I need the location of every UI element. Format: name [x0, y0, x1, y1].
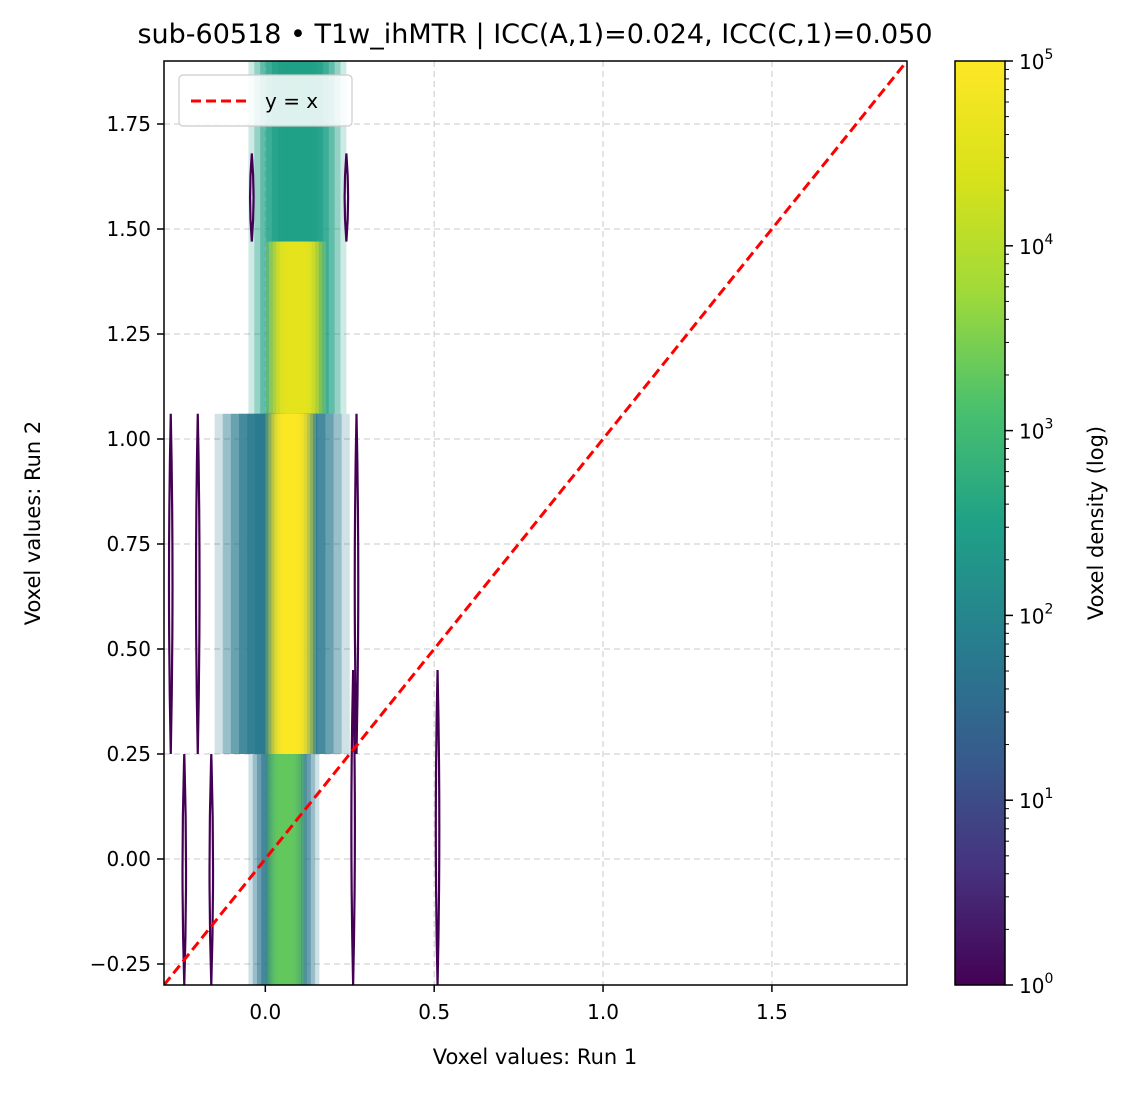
plot-area: 0.0 0.5 1.0 1.5 −0.25 0.00 0.25 0.50 0.75 1.00 1.…	[90, 60, 908, 1024]
y-tick-label: 1.75	[106, 112, 151, 136]
outlier-spike	[194, 413, 201, 755]
colorbar-tick-label: 102	[1019, 601, 1053, 628]
x-axis-label: Voxel values: Run 1	[433, 1045, 638, 1069]
colorbar-tick-label: 101	[1019, 786, 1053, 813]
colorbar-ticks: 100 101 102 103 104 105	[1005, 47, 1053, 998]
outlier-spike	[353, 413, 360, 755]
y-axis-label: Voxel values: Run 2	[21, 421, 45, 626]
y-tick-label: 0.25	[106, 742, 151, 766]
reference-line-layer	[164, 61, 907, 985]
x-axis-ticks: 0.0 0.5 1.0 1.5	[249, 985, 788, 1024]
reference-line	[164, 61, 907, 985]
outlier-spike	[343, 153, 350, 242]
x-tick-label: 0.0	[249, 1000, 281, 1024]
x-tick-label: 0.5	[418, 1000, 450, 1024]
x-tick-label: 1.0	[587, 1000, 619, 1024]
colorbar-tick-label: 103	[1019, 417, 1053, 444]
outlier-spike	[248, 153, 255, 242]
colorbar-tick-label: 104	[1019, 232, 1053, 259]
legend-entry-label: y = x	[265, 89, 318, 113]
y-tick-label: 1.25	[106, 322, 151, 346]
outlier-spike	[208, 753, 215, 985]
y-tick-label: 0.00	[106, 847, 151, 871]
y-tick-label: 0.50	[106, 637, 151, 661]
colorbar: 100 101 102 103 104 105 Voxel density (log)	[954, 47, 1108, 998]
y-tick-label: 0.75	[106, 532, 151, 556]
y-tick-label: 1.00	[106, 427, 151, 451]
legend: y = x	[178, 74, 353, 127]
outlier-spike	[181, 753, 188, 985]
colorbar-label: Voxel density (log)	[1084, 426, 1108, 620]
density-heatmap	[167, 61, 441, 985]
y-tick-label: 1.50	[106, 217, 151, 241]
colorbar-tick-label: 100	[1019, 971, 1053, 998]
legend-box	[178, 74, 353, 127]
plot-frame	[163, 60, 908, 986]
outlier-spike	[434, 669, 441, 985]
y-tick-label: −0.25	[90, 952, 151, 976]
density-band	[265, 413, 316, 754]
chart-title: sub-60518 • T1w_ihMTR | ICC(A,1)=0.024, …	[137, 19, 932, 50]
outlier-spike	[167, 413, 174, 755]
colorbar-tick-label: 105	[1019, 47, 1053, 74]
x-tick-label: 1.5	[756, 1000, 788, 1024]
colorbar-gradient	[954, 60, 1006, 986]
y-axis-ticks: −0.25 0.00 0.25 0.50 0.75 1.00 1.25 1.50 1.75	[90, 112, 164, 976]
density-band	[265, 241, 327, 414]
outlier-spike	[350, 669, 356, 985]
density-band	[265, 754, 306, 985]
